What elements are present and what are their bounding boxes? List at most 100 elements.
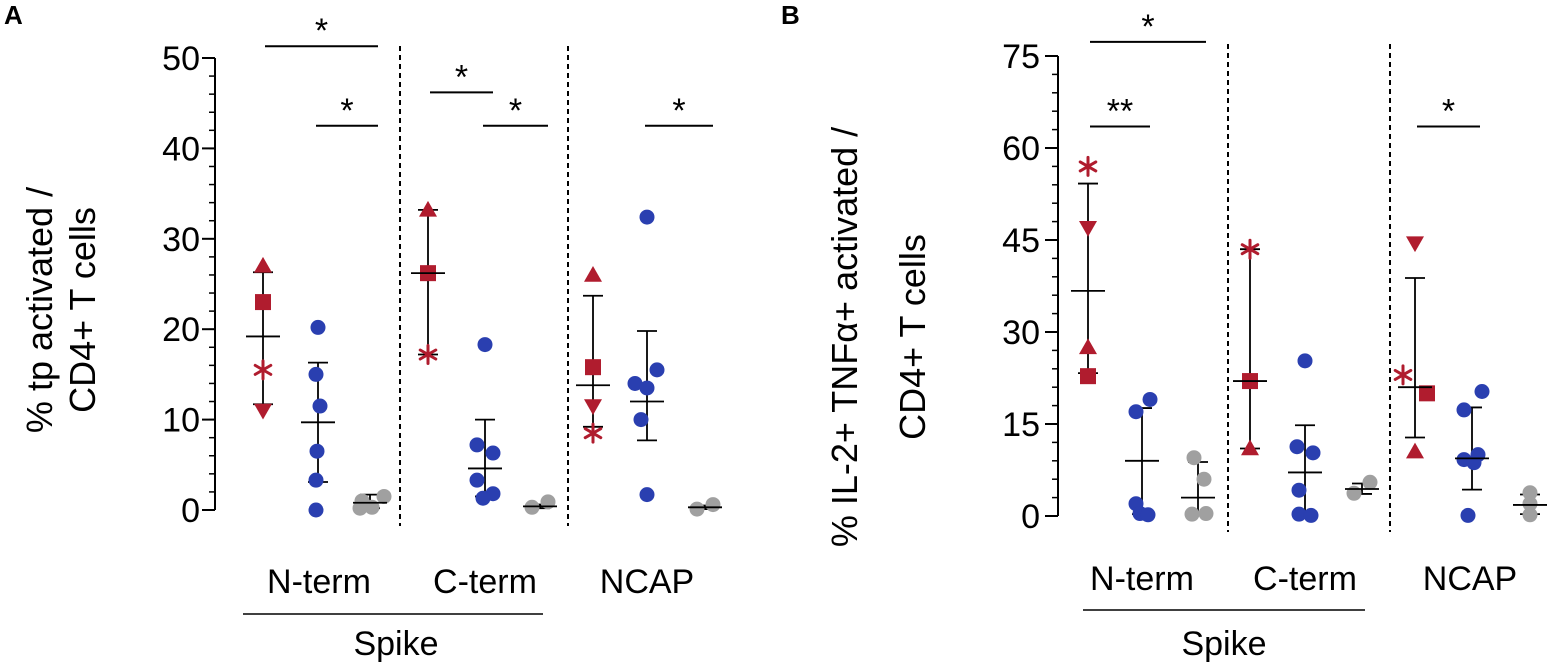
y-tick-label-b: 30 — [1002, 314, 1040, 352]
data-point-vaccinated-b — [1142, 391, 1158, 407]
data-point-vaccinated-b — [1289, 439, 1305, 455]
significance-label-b: * — [1442, 93, 1455, 131]
data-point-naive-b — [1346, 485, 1362, 501]
data-point-naive-b — [1186, 450, 1202, 466]
significance-label-a: * — [315, 12, 328, 50]
data-point-convalescent-a — [419, 200, 437, 217]
category-label-b: NCAP — [1423, 560, 1517, 598]
y-axis-label-line1-b: % IL-2+ TNFα+ activated / — [824, 127, 865, 547]
data-point-vaccinated-b — [1460, 507, 1476, 523]
data-point-vaccinated-a — [627, 375, 643, 391]
y-axis-label-line2-a: CD4+ T cells — [62, 207, 103, 413]
data-point-naive-a — [352, 500, 368, 516]
data-point-vaccinated-a — [639, 487, 655, 503]
data-point-convalescent-b — [1241, 439, 1259, 456]
data-point-vaccinated-b — [1140, 507, 1156, 523]
data-point-naive-a — [705, 497, 721, 513]
chart-a: % tp activated / CD4+ T cells 0 10 20 30 40 5… — [19, 12, 722, 663]
data-point-vaccinated-b — [1291, 482, 1307, 498]
y-tick-label-a: 40 — [162, 130, 200, 168]
data-point-convalescent-b — [1079, 220, 1097, 237]
y-tick-label-b: 15 — [1002, 406, 1040, 444]
panel-label-a: A — [4, 0, 23, 30]
y-tick-label-b: 75 — [1002, 38, 1040, 76]
category-label-a: N-term — [267, 563, 371, 601]
data-point-vaccinated-a — [639, 209, 655, 225]
y-tick-label-a: 10 — [162, 402, 200, 440]
data-point-naive-b — [1198, 506, 1214, 522]
category-label-b: C-term — [1253, 560, 1357, 598]
y-tick-label-a: 20 — [162, 311, 200, 349]
data-point-vaccinated-b — [1128, 404, 1144, 420]
data-point-vaccinated-a — [633, 412, 649, 428]
y-tick-label-b: 0 — [1021, 498, 1040, 536]
data-point-convalescent-a — [584, 265, 602, 282]
data-point-convalescent-b — [1406, 442, 1424, 459]
data-point-vaccinated-a — [308, 472, 324, 488]
data-point-vaccinated-b — [1456, 402, 1472, 418]
data-point-vaccinated-a — [312, 398, 328, 414]
y-tick-label-a: 30 — [162, 221, 200, 259]
data-point-vaccinated-b — [1305, 445, 1321, 461]
data-point-vaccinated-a — [469, 437, 485, 453]
data-point-convalescent-a — [254, 256, 272, 273]
significance-label-a: * — [672, 92, 685, 130]
data-point-vaccinated-a — [308, 502, 324, 518]
data-point-vaccinated-a — [639, 380, 655, 396]
data-point-vaccinated-a — [475, 490, 491, 506]
data-point-convalescent-a — [255, 294, 271, 311]
data-point-naive-b — [1362, 474, 1378, 490]
data-point-vaccinated-a — [309, 443, 325, 459]
data-point-vaccinated-b — [1474, 383, 1490, 399]
data-point-convalescent-b — [1419, 385, 1435, 402]
data-point-convalescent-a — [253, 359, 273, 381]
data-point-vaccinated-a — [310, 319, 326, 335]
data-point-naive-b — [1196, 471, 1212, 487]
y-axis-label-line1-a: % tp activated / — [19, 187, 60, 433]
data-point-naive-b — [1522, 496, 1538, 512]
data-point-convalescent-b — [1406, 236, 1424, 253]
data-point-vaccinated-a — [485, 445, 501, 461]
data-point-convalescent-b — [1080, 368, 1096, 385]
data-point-naive-a — [524, 499, 540, 515]
y-tick-label-a: 50 — [162, 40, 200, 78]
category-label-a: C-term — [433, 563, 537, 601]
significance-label-b: * — [1141, 8, 1154, 46]
significance-label-a: * — [340, 92, 353, 130]
plot-area-a: 0 10 20 30 40 50 * * * * * N-term C-term NCAP Spike — [162, 12, 722, 663]
data-point-naive-b — [1522, 507, 1538, 523]
group-label-b: Spike — [1181, 625, 1266, 663]
data-point-vaccinated-a — [308, 366, 324, 382]
data-point-vaccinated-b — [1303, 507, 1319, 523]
y-tick-label-a: 0 — [181, 492, 200, 530]
chart-b: % IL-2+ TNFα+ activated / CD4+ T cells 0… — [824, 8, 1547, 663]
data-point-convalescent-a — [418, 344, 438, 366]
category-label-b: N-term — [1090, 560, 1194, 598]
data-point-naive-b — [1184, 506, 1200, 522]
data-point-convalescent-a — [254, 403, 272, 420]
data-point-convalescent-a — [585, 359, 601, 376]
data-point-convalescent-b — [1078, 155, 1098, 177]
data-point-naive-b — [1522, 485, 1538, 501]
y-tick-label-b: 45 — [1002, 222, 1040, 260]
group-label-a: Spike — [353, 625, 438, 663]
data-point-vaccinated-a — [477, 337, 493, 353]
panel-label-b: B — [781, 0, 800, 30]
data-point-vaccinated-b — [1297, 353, 1313, 369]
significance-label-b: ** — [1107, 93, 1133, 131]
data-point-convalescent-b — [1240, 238, 1260, 260]
data-point-convalescent-a — [583, 422, 603, 444]
significance-label-a: * — [509, 92, 522, 130]
category-label-a: NCAP — [600, 563, 694, 601]
data-point-vaccinated-a — [649, 362, 665, 378]
data-point-vaccinated-b — [1466, 455, 1482, 471]
data-point-convalescent-b — [1079, 338, 1097, 355]
data-point-naive-a — [376, 488, 392, 504]
data-point-convalescent-b — [1393, 364, 1413, 386]
y-tick-label-b: 60 — [1002, 130, 1040, 168]
significance-label-a: * — [455, 58, 468, 96]
data-point-naive-a — [689, 501, 705, 517]
data-point-vaccinated-b — [1291, 506, 1307, 522]
data-point-convalescent-a — [584, 399, 602, 416]
